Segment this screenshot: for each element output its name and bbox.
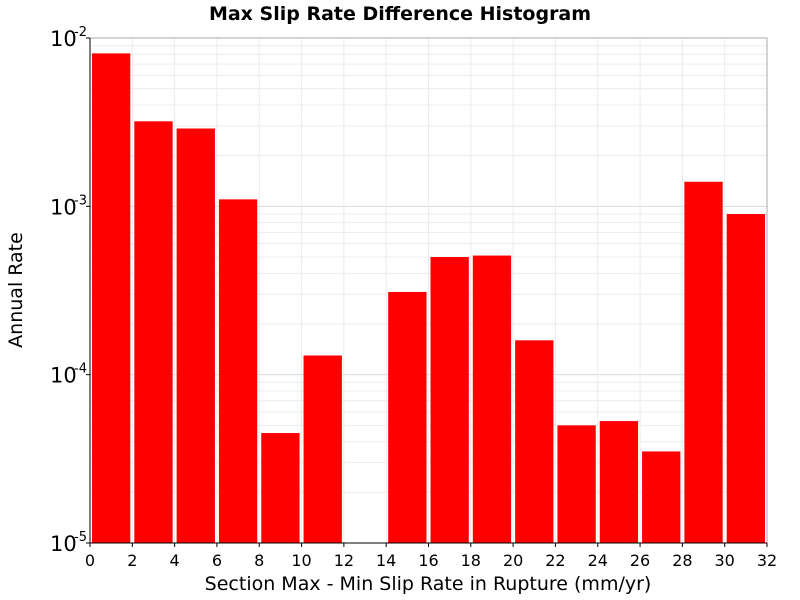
chart-title: Max Slip Rate Difference Histogram — [209, 3, 591, 25]
x-tick-label: 32 — [757, 551, 777, 570]
y-axis-label: Annual Rate — [5, 232, 27, 348]
y-tick-label-base: 10 — [50, 532, 77, 556]
x-tick-label: 0 — [85, 551, 95, 570]
histogram-bar — [176, 128, 215, 543]
histogram-bar — [430, 257, 469, 543]
y-tick-label-base: 10 — [50, 364, 77, 388]
x-tick-label: 6 — [212, 551, 222, 570]
x-axis-label: Section Max - Min Slip Rate in Rupture (… — [205, 573, 652, 595]
x-tick-label: 18 — [461, 551, 481, 570]
x-tick-label: 8 — [254, 551, 264, 570]
histogram-bar — [472, 255, 512, 543]
histogram-bar — [684, 181, 723, 543]
histogram-bar — [515, 340, 554, 543]
x-tick-label: 10 — [291, 551, 311, 570]
x-tick-label: 26 — [630, 551, 650, 570]
x-tick-label: 20 — [503, 551, 523, 570]
y-ticks: 10-510-410-310-2 — [50, 25, 90, 556]
x-tick-label: 12 — [334, 551, 354, 570]
x-tick-label: 4 — [170, 551, 180, 570]
y-tick-label-exponent: -2 — [74, 25, 87, 40]
x-tick-label: 14 — [376, 551, 396, 570]
x-tick-label: 28 — [672, 551, 692, 570]
x-tick-label: 24 — [588, 551, 608, 570]
y-tick-label-exponent: -5 — [74, 530, 87, 545]
y-tick-label-exponent: -4 — [74, 362, 87, 377]
histogram-bar — [303, 355, 342, 543]
x-ticks: 0 2 4 6 8 10 12 14 16 18 20 22 24 26 28 30 32 — [85, 543, 777, 570]
x-tick-label: 2 — [127, 551, 137, 570]
histogram-bar — [92, 53, 131, 543]
histogram-bar — [134, 121, 173, 544]
histogram-bar — [388, 291, 427, 543]
histogram-bar — [642, 451, 681, 543]
y-tick-label-exponent: -3 — [74, 193, 87, 208]
y-tick-label-base: 10 — [50, 195, 77, 219]
y-tick-label-base: 10 — [50, 27, 77, 51]
histogram-bar — [726, 214, 765, 544]
bars — [92, 53, 765, 544]
x-tick-label: 16 — [418, 551, 438, 570]
histogram-bar — [261, 433, 300, 543]
x-tick-label: 30 — [715, 551, 735, 570]
histogram-bar — [557, 425, 596, 543]
x-tick-label: 22 — [545, 551, 565, 570]
histogram-bar — [599, 421, 639, 543]
histogram-bar — [218, 199, 258, 543]
